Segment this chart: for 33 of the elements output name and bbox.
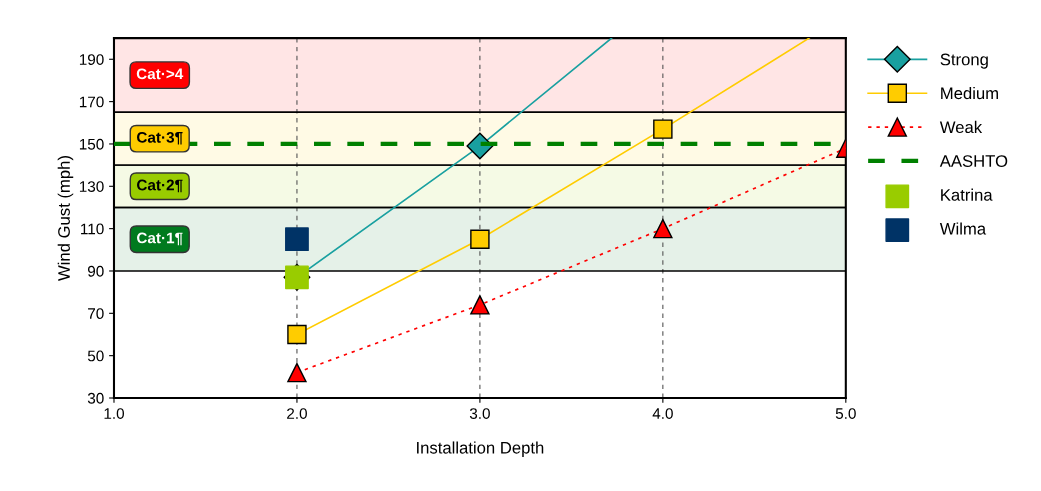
point <box>653 119 673 139</box>
y-tick-label: 130 <box>79 181 104 192</box>
band-label: Cat·3¶ <box>137 131 183 145</box>
legend-label: Strong <box>940 53 988 69</box>
legend-label: Katrina <box>941 188 993 201</box>
point <box>287 362 307 383</box>
point <box>653 218 673 239</box>
y-tick-label: 90 <box>87 265 104 277</box>
legend-label: Medium <box>941 86 998 100</box>
y-tick-label: 110 <box>81 223 104 235</box>
y-axis-title: Wind Gust (mph) <box>57 156 74 281</box>
y-tick-label: 70 <box>88 308 104 320</box>
x-tick-label: 5.0 <box>835 408 856 419</box>
y-tick-label: 190 <box>79 54 104 65</box>
x-tick-label: 2.0 <box>287 408 307 419</box>
band-label: Cat·>4 <box>136 68 184 80</box>
y-tick-label: 50 <box>87 350 104 362</box>
x-tick-label: 1.0 <box>104 408 125 419</box>
legend-label: Wilma <box>939 222 987 235</box>
point <box>287 324 307 345</box>
x-tick-label: 3.0 <box>469 408 490 419</box>
point <box>470 295 490 315</box>
x-axis-title: Installation Depth <box>417 441 544 457</box>
legend-label: AASHTO <box>939 155 1008 167</box>
band-label: Cat·1¶ <box>137 232 183 246</box>
point <box>285 227 309 252</box>
band-label: Cat·2¶ <box>137 179 183 193</box>
x-tick-label: 4.0 <box>652 408 673 419</box>
y-tick-label: 150 <box>79 138 104 150</box>
legend-label: Weak <box>939 120 983 134</box>
point <box>470 229 490 249</box>
y-tick-label: 30 <box>87 392 104 404</box>
y-tick-label: 170 <box>79 96 104 108</box>
